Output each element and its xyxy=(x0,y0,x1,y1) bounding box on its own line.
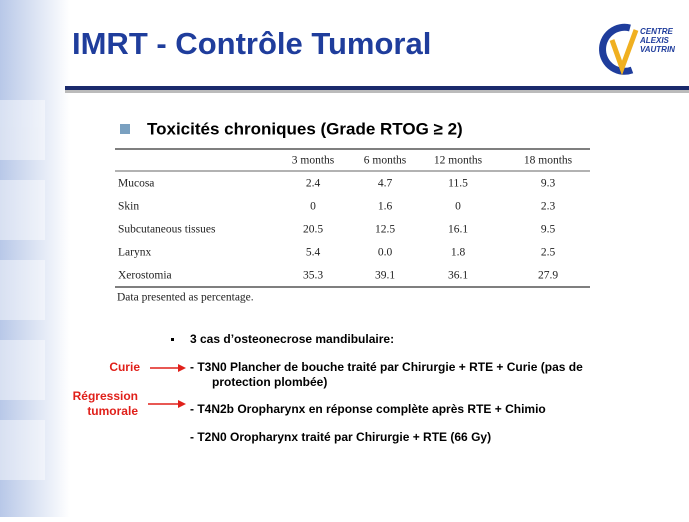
item-text: - T2N0 Oropharynx traité par Chirurgie +… xyxy=(190,430,491,444)
table-cell: 0.0 xyxy=(378,247,393,259)
table-cell: 0 xyxy=(455,201,461,213)
table-cell: 2.4 xyxy=(306,178,321,190)
table-cell: 1.6 xyxy=(378,201,393,213)
table-cell: 16.1 xyxy=(448,224,468,236)
table-cell: 2.5 xyxy=(541,247,556,259)
table-header: 18 months xyxy=(524,155,573,167)
bullet-icon xyxy=(120,124,130,134)
table-cell: 39.1 xyxy=(375,270,395,282)
item-text: - T3N0 Plancher de bouche traité par Chi… xyxy=(190,360,583,374)
logo-text: CENTRE xyxy=(640,27,674,36)
bullet-text: 3 cas d’osteonecrose mandibulaire: xyxy=(190,332,394,346)
logo-text: VAUTRIN xyxy=(640,45,675,54)
row-label: Larynx xyxy=(118,247,151,259)
table-cell: 4.7 xyxy=(378,178,393,190)
subtitle: Toxicités chroniques (Grade RTOG ≥ 2) xyxy=(147,119,463,138)
title: IMRT - Contrôle Tumoral xyxy=(72,26,431,61)
table-note: Data presented as percentage. xyxy=(117,292,254,304)
logo-text: ALEXIS xyxy=(639,36,670,45)
item-text: - T4N2b Oropharynx en réponse complète a… xyxy=(190,402,546,416)
table-header: 6 months xyxy=(364,155,407,167)
title-rule xyxy=(65,86,689,90)
row-label: Skin xyxy=(118,201,139,213)
row-label: Subcutaneous tissues xyxy=(118,224,216,236)
items: - T3N0 Plancher de bouche traité par Chi… xyxy=(190,360,583,444)
side-label: Régression xyxy=(73,389,138,403)
table-header: 3 months xyxy=(292,155,335,167)
table-cell: 1.8 xyxy=(451,247,466,259)
side-squares xyxy=(0,100,45,480)
table-cell: 9.3 xyxy=(541,178,556,190)
table-cell: 36.1 xyxy=(448,270,468,282)
table-cell: 2.3 xyxy=(541,201,556,213)
arrows xyxy=(148,364,186,408)
table-cell: 5.4 xyxy=(306,247,321,259)
row-label: Mucosa xyxy=(118,178,154,190)
side-strip xyxy=(0,0,70,517)
item-text: protection plombée) xyxy=(212,375,327,389)
table-cell: 27.9 xyxy=(538,270,558,282)
table-header: 12 months xyxy=(434,155,483,167)
table-cell: 35.3 xyxy=(303,270,323,282)
table-cell: 9.5 xyxy=(541,224,556,236)
table-cell: 20.5 xyxy=(303,224,323,236)
title-rule-shadow xyxy=(65,89,689,93)
side-label: Curie xyxy=(109,360,140,374)
table: 3 months 6 months 12 months 18 months Mucosa… xyxy=(115,148,590,288)
side-label: tumorale xyxy=(87,404,138,418)
logo: CENTRE ALEXIS VAUTRIN xyxy=(599,23,675,76)
table-cell: 11.5 xyxy=(448,178,468,190)
table-cell: 12.5 xyxy=(375,224,395,236)
bullet xyxy=(171,338,174,341)
table-cell: 0 xyxy=(310,201,316,213)
row-label: Xerostomia xyxy=(118,270,172,282)
